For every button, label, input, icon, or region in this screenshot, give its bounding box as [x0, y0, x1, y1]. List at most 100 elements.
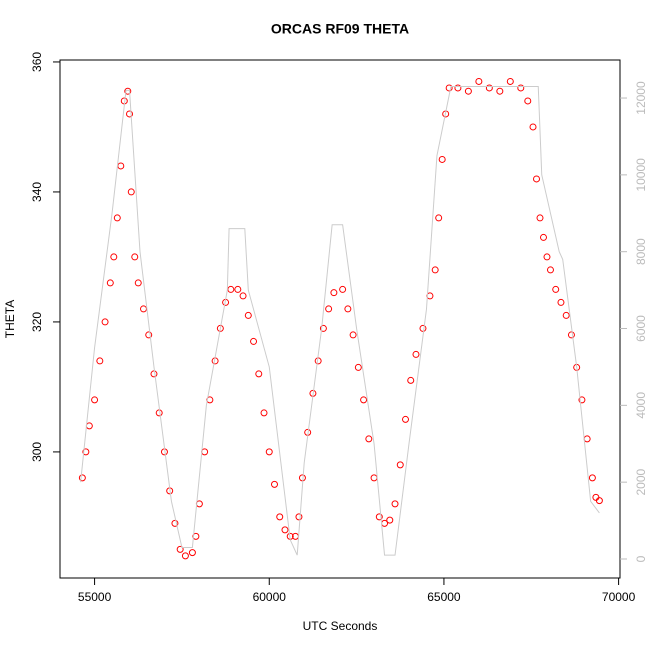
theta-point	[412, 350, 420, 358]
theta-point	[543, 253, 551, 261]
theta-point	[588, 474, 596, 482]
theta-point	[101, 318, 109, 326]
theta-point	[529, 123, 537, 131]
theta-point	[127, 188, 135, 196]
theta-point	[349, 331, 357, 339]
theta-point	[134, 279, 142, 287]
theta-point	[192, 532, 200, 540]
altitude-line	[80, 86, 600, 556]
theta-point	[407, 376, 415, 384]
theta-point	[91, 396, 99, 404]
theta-point	[117, 162, 125, 170]
y2-tick-label: 12000	[634, 81, 648, 115]
y-tick-label: 320	[30, 312, 44, 332]
theta-point	[595, 497, 603, 505]
theta-point	[106, 279, 114, 287]
theta-point	[139, 305, 147, 313]
theta-point	[386, 516, 394, 524]
theta-point	[539, 233, 547, 241]
theta-point	[592, 493, 600, 501]
theta-point	[145, 331, 153, 339]
y2-tick-label: 10000	[634, 158, 648, 192]
theta-point	[370, 474, 378, 482]
theta-point	[181, 552, 189, 560]
theta-point	[533, 175, 541, 183]
theta-point	[438, 155, 446, 163]
theta-point	[113, 214, 121, 222]
theta-point	[150, 370, 158, 378]
theta-point	[276, 513, 284, 521]
theta-point	[96, 357, 104, 365]
theta-point	[85, 422, 93, 430]
theta-point	[496, 87, 504, 95]
theta-point	[524, 97, 532, 105]
theta-point	[365, 435, 373, 443]
x-axis-label: UTC Seconds	[303, 619, 378, 633]
theta-point	[124, 87, 132, 95]
theta-point	[396, 461, 404, 469]
theta-point	[82, 448, 90, 456]
theta-point	[506, 77, 514, 85]
theta-point	[552, 285, 560, 293]
x-tick-label: 60000	[253, 590, 287, 604]
theta-point	[131, 253, 139, 261]
theta-point	[464, 87, 472, 95]
theta-point	[234, 285, 242, 293]
y2-tick-label: 4000	[634, 392, 648, 419]
theta-point	[402, 415, 410, 423]
plot-frame	[59, 59, 621, 579]
x-tick-label: 65000	[427, 590, 461, 604]
theta-point	[536, 214, 544, 222]
x-tick-label: 70000	[602, 590, 636, 604]
theta-point	[201, 448, 209, 456]
y2-tick-label: 0	[634, 555, 648, 562]
theta-point	[110, 253, 118, 261]
theta-point	[227, 285, 235, 293]
theta-point	[475, 77, 483, 85]
theta-point	[325, 305, 333, 313]
theta-point	[319, 324, 327, 332]
theta-point	[562, 311, 570, 319]
y2-tick-label: 2000	[634, 468, 648, 495]
theta-point	[255, 370, 263, 378]
theta-point	[391, 500, 399, 508]
theta-point	[78, 474, 86, 482]
theta-point	[265, 448, 273, 456]
y-tick-label: 360	[30, 52, 44, 72]
theta-point	[454, 84, 462, 92]
theta-point	[546, 266, 554, 274]
theta-point	[126, 110, 134, 118]
y-axis-label: THETA	[3, 300, 17, 338]
theta-point	[216, 324, 224, 332]
theta-point	[583, 435, 591, 443]
y2-tick-label: 6000	[634, 315, 648, 342]
theta-point	[270, 480, 278, 488]
theta-point	[578, 396, 586, 404]
theta-point	[330, 289, 338, 297]
y-tick-label: 340	[30, 182, 44, 202]
x-tick-label: 55000	[78, 590, 112, 604]
theta-point	[281, 526, 289, 534]
theta-point	[419, 324, 427, 332]
theta-point	[431, 266, 439, 274]
theta-point	[567, 331, 575, 339]
y-tick-label: 300	[30, 442, 44, 462]
theta-point	[435, 214, 443, 222]
theta-point	[485, 84, 493, 92]
theta-point	[295, 513, 303, 521]
theta-point	[445, 84, 453, 92]
theta-point	[176, 545, 184, 553]
theta-point	[360, 396, 368, 404]
theta-point	[250, 337, 258, 345]
theta-point	[354, 363, 362, 371]
theta-point	[339, 285, 347, 293]
theta-point	[375, 513, 383, 521]
theta-point	[239, 292, 247, 300]
theta-point	[517, 84, 525, 92]
chart-title: ORCAS RF09 THETA	[271, 21, 409, 37]
theta-point	[557, 298, 565, 306]
theta-point	[344, 305, 352, 313]
theta-point	[171, 519, 179, 527]
theta-point	[244, 311, 252, 319]
